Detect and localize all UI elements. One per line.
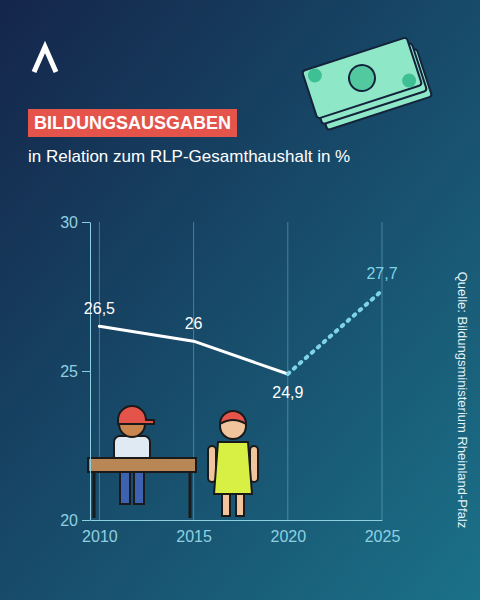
grid-line [99,222,100,520]
x-tick-label: 2025 [365,528,401,545]
data-labels: 26,5 26 24,9 27,7 [84,265,398,401]
x-tick: 2025 [365,520,401,545]
x-tick-label: 2010 [82,528,118,545]
chart: BILDUNGSAUSGABEN in Relation zum RLP-Gesa… [0,0,480,600]
grid [99,222,382,520]
money-coin [346,62,379,95]
desk-top [88,458,196,472]
desk-leg [93,472,96,518]
grid-line [193,222,194,520]
logo [34,47,56,72]
data-label: 27,7 [366,265,397,282]
boy-leg [120,468,130,504]
y-tick: 25 [60,363,90,380]
girl-dress [214,442,252,494]
illustration [88,406,258,518]
chart-container: BILDUNGSAUSGABEN in Relation zum RLP-Gesa… [0,0,480,600]
money-dot [400,72,418,90]
subtitle: in Relation zum RLP-Gesamthaushalt in % [28,147,350,166]
money-bill [302,37,422,119]
boy-cap [118,406,154,424]
desk-leg [189,472,192,518]
plot-area [99,291,382,374]
line [99,326,287,374]
y-axis: 20 25 30 [60,214,90,529]
line [288,291,382,374]
source: Quelle: Bildungsministerium Rheinland-Pf… [455,272,470,529]
x-axis: 2010 2015 2020 2025 [82,520,400,545]
boy-leg [134,468,144,504]
grid-line [287,222,288,520]
title: BILDUNGSAUSGABEN [34,113,231,133]
y-tick-label: 25 [60,363,78,380]
x-tick-label: 2015 [176,528,212,545]
x-tick-label: 2020 [271,528,307,545]
data-label: 24,9 [272,384,303,401]
money-icon [302,35,432,132]
x-tick: 2020 [271,520,307,545]
y-tick: 30 [60,214,90,231]
title-box [28,109,237,137]
background [0,0,480,600]
girl-hair [220,411,246,424]
y-tick-mark [82,371,90,372]
y-axis-line [90,223,91,521]
y-tick-mark [82,520,90,521]
y-tick-mark [82,222,90,223]
x-axis-line [91,520,383,521]
money-dot [306,67,324,85]
data-label: 26,5 [84,300,115,317]
x-tick: 2015 [176,520,212,545]
data-label: 26 [185,315,203,332]
x-tick: 2010 [82,520,118,545]
y-tick-label: 20 [60,512,78,529]
y-tick: 20 [60,512,90,529]
y-tick-label: 30 [60,214,78,231]
